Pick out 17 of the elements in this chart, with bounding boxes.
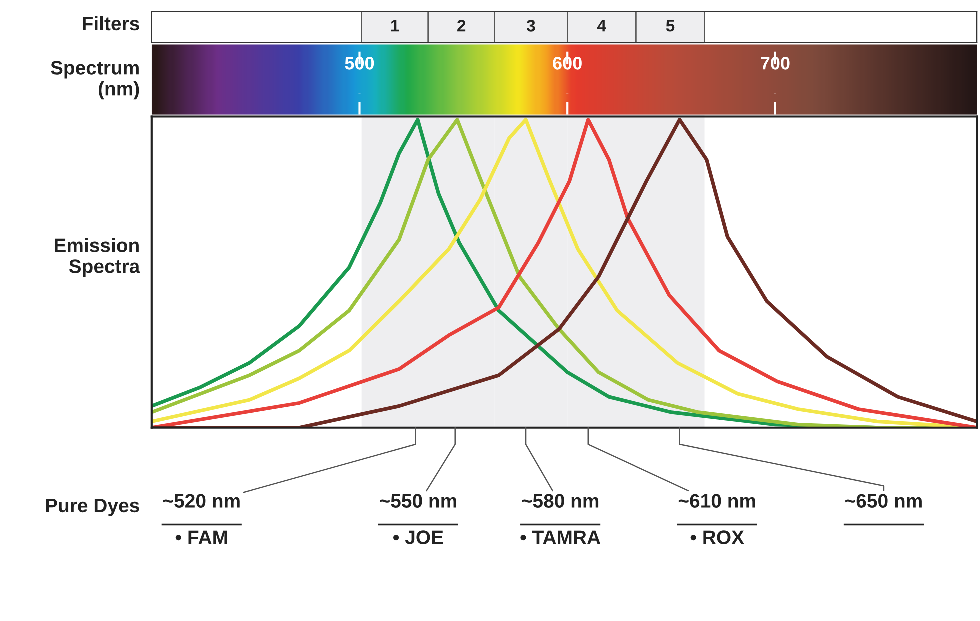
annotation: ~610 nm • ROX	[678, 494, 756, 544]
band-label: 3	[526, 20, 536, 32]
annotation: ~580 nm • TAMRA	[520, 494, 601, 544]
x-tick-label: 700	[761, 57, 790, 70]
x-tick-label: 500	[345, 57, 374, 70]
band-label: 5	[666, 20, 675, 32]
x-tick-label: 600	[553, 57, 582, 70]
band-label: 4	[598, 20, 606, 32]
annotation: ~520 nm • FAM	[163, 494, 240, 544]
y-axis-title: Emission Spectra	[55, 238, 140, 278]
text: Filters	[83, 16, 140, 31]
band-label: 2	[458, 20, 466, 32]
annotation: ~550 nm • JOE	[380, 494, 456, 544]
annotation: ~650 nm	[846, 494, 922, 508]
x-axis-title: Spectrum (nm)	[51, 61, 140, 100]
text: Pure Dyes	[46, 499, 140, 516]
band-label: 1	[392, 20, 400, 32]
